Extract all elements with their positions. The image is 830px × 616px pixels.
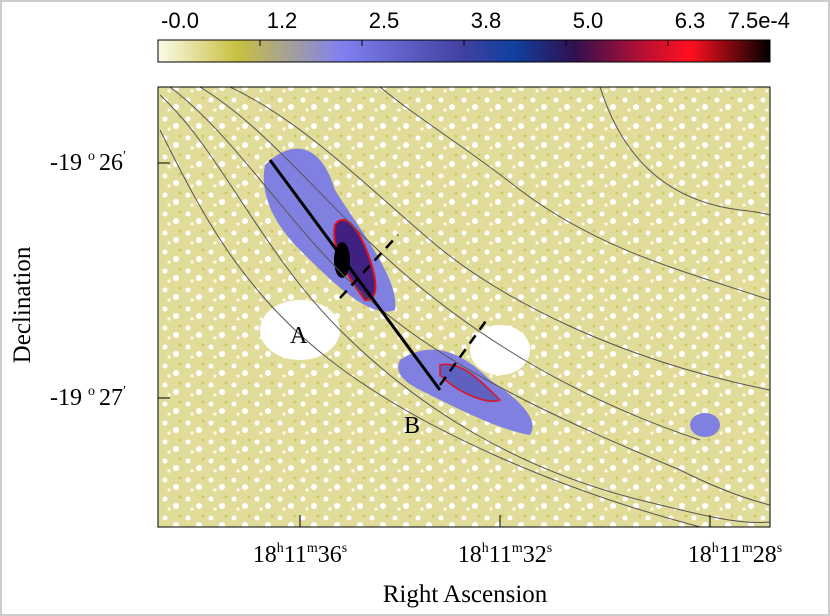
annotation: B [404,413,420,439]
unit: s [342,541,347,556]
y-tick-label: -19 o 27′ [50,384,126,411]
unit: s [777,541,782,556]
num: 18 [458,542,482,568]
colorbar-label: -0.0 [161,8,199,33]
colorbar-label: 7.5e-4 [728,8,790,33]
num: 32 [523,542,547,568]
x-tick-label: 18h11m32s [458,541,552,568]
unit: s [547,541,552,556]
deg: -19 [50,385,82,411]
num: 28 [753,542,777,568]
y-axis-label: Declination [9,246,36,363]
deg-sign: o [88,149,95,164]
min: 27 [99,385,123,411]
num: 18 [253,542,277,568]
plot-border [157,86,771,528]
annotation: A [290,323,308,349]
x-tick-label: 18h11m28s [688,541,782,568]
min: 26 [99,150,123,176]
colorbar-label: 1.2 [267,8,298,33]
colorbar-label: 3.8 [471,8,502,33]
num: 11 [719,542,742,568]
prime: ′ [123,384,126,399]
ticks [158,162,711,527]
num: 36 [318,542,342,568]
unit: h [482,541,489,556]
num: 11 [489,542,512,568]
unit: m [307,541,318,556]
x-tick-label: 18h11m36s [253,541,347,568]
colorbar-label: 5.0 [573,8,604,33]
y-tick-label: -19 o 26′ [50,149,126,176]
unit: m [742,541,753,556]
colorbar-label: 6.3 [675,8,706,33]
num: 11 [284,542,307,568]
map [158,87,770,527]
prime: ′ [123,149,126,164]
deg-sign: o [88,384,95,399]
unit: h [712,541,719,556]
deg: -19 [50,150,82,176]
unit: h [277,541,284,556]
x-axis-label: Right Ascension [383,581,548,608]
num: 18 [688,542,712,568]
colorbar-label: 2.5 [369,8,400,33]
unit: m [512,541,523,556]
